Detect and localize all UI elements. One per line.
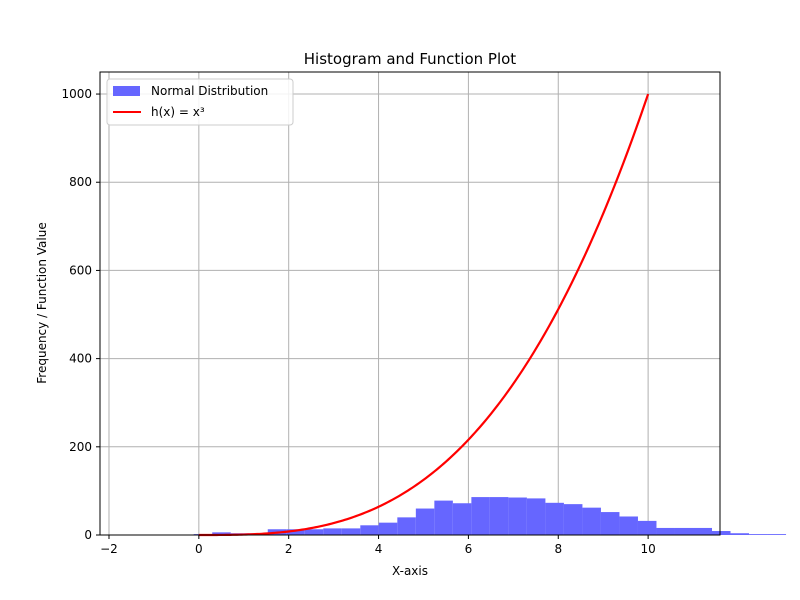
histogram-bar <box>749 534 768 535</box>
histogram-bar <box>286 529 305 535</box>
histogram-bar <box>656 527 675 535</box>
histogram-bar <box>637 520 657 535</box>
y-tick-label: 0 <box>84 528 92 542</box>
y-tick-label: 400 <box>69 352 92 366</box>
x-tick-label: 0 <box>195 542 203 556</box>
x-tick-label: 8 <box>554 542 562 556</box>
histogram-bar <box>545 502 564 535</box>
histogram-bar <box>600 512 620 535</box>
histogram-bar <box>619 516 638 535</box>
histogram-bar <box>767 534 787 535</box>
legend-swatch-histogram <box>113 86 140 96</box>
x-tick-label: 4 <box>375 542 383 556</box>
x-tick-label: −2 <box>100 542 118 556</box>
plot-frame <box>99 71 721 536</box>
legend-label-line: h(x) = x³ <box>151 105 205 119</box>
histogram-bar <box>489 497 509 535</box>
legend: Normal Distribution h(x) = x³ <box>106 78 294 126</box>
histogram-bar <box>712 531 731 535</box>
histogram-bar <box>693 527 713 535</box>
y-ticks: 0 200 400 600 800 1000 <box>61 87 100 542</box>
histogram-bar <box>378 522 398 535</box>
legend-label-histogram: Normal Distribution <box>151 84 268 98</box>
legend-box <box>106 78 294 126</box>
histogram-bar <box>212 532 231 535</box>
histogram-bar <box>508 497 527 535</box>
histogram-bar <box>582 507 601 535</box>
chart-title: Histogram and Function Plot <box>304 50 517 68</box>
y-tick-label: 1000 <box>61 87 92 101</box>
histogram-bar <box>526 498 546 535</box>
y-tick-label: 600 <box>69 263 92 277</box>
histogram-bar <box>452 503 472 535</box>
y-axis-label: Frequency / Function Value <box>35 222 49 383</box>
y-tick-label: 200 <box>69 440 92 454</box>
histogram-bar <box>360 525 379 535</box>
x-axis-label: X-axis <box>392 564 428 578</box>
histogram-bar <box>397 517 416 535</box>
histogram-bar <box>415 508 435 535</box>
histogram-bar <box>674 527 694 535</box>
grid <box>100 72 720 536</box>
y-tick-label: 800 <box>69 175 92 189</box>
histogram-bar <box>730 533 750 535</box>
x-tick-label: 10 <box>640 542 655 556</box>
histogram-bar <box>563 504 583 535</box>
function-line-group <box>198 93 650 537</box>
histogram-bar <box>341 528 361 535</box>
histogram-bar <box>323 528 342 535</box>
x-tick-label: 2 <box>285 542 293 556</box>
histogram-bars <box>138 497 787 535</box>
histogram-bar <box>434 500 453 535</box>
histogram-bar <box>471 497 490 535</box>
x-tick-label: 6 <box>465 542 473 556</box>
x-ticks: −2 0 2 4 6 8 10 <box>100 535 656 556</box>
function-line <box>198 93 650 537</box>
histogram-bar <box>304 529 324 535</box>
